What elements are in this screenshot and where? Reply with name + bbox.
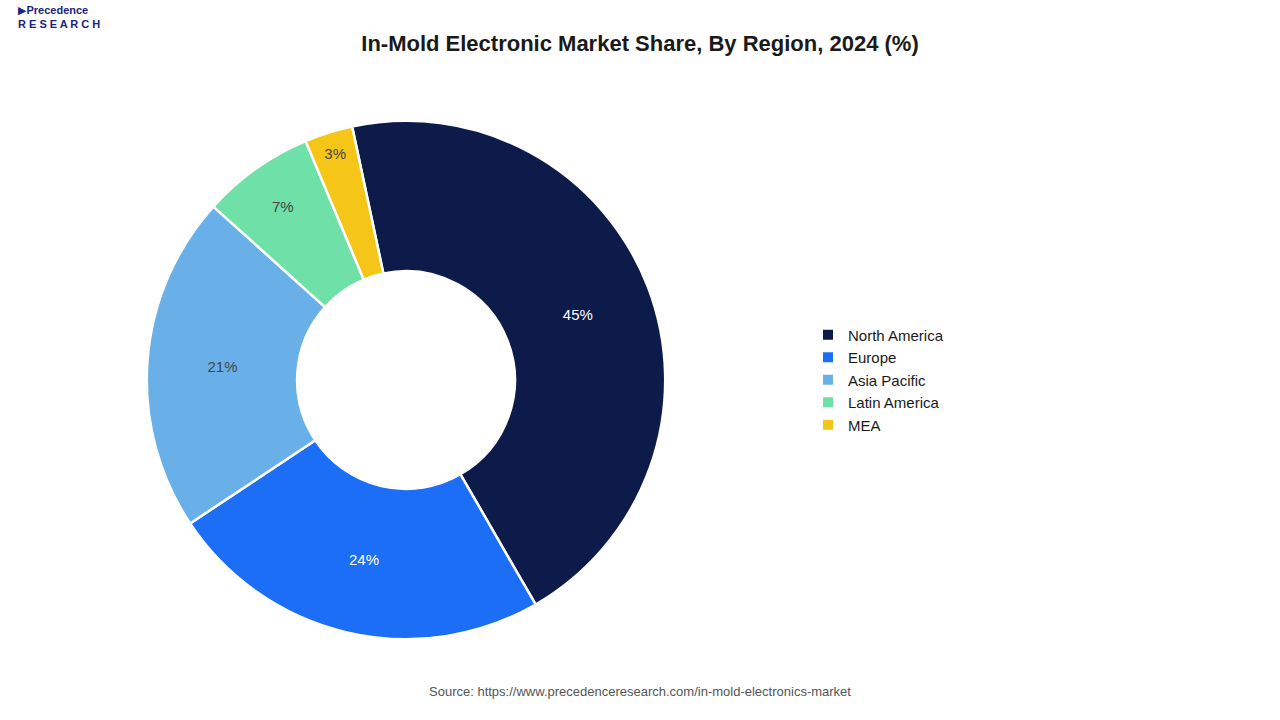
svg-text:21%: 21%: [207, 358, 237, 375]
svg-text:Asia Pacific: Asia Pacific: [848, 372, 926, 389]
svg-text:▶PrecedenceR E S E A R C H: ▶PrecedenceR E S E A R C H: [18, 4, 100, 30]
svg-text:7%: 7%: [272, 198, 294, 215]
svg-text:Source: https://www.precedence: Source: https://www.precedenceresearch.c…: [429, 684, 851, 699]
svg-text:MEA: MEA: [848, 417, 881, 434]
svg-text:45%: 45%: [563, 306, 593, 323]
svg-text:24%: 24%: [349, 551, 379, 568]
svg-text:3%: 3%: [324, 145, 346, 162]
svg-text:North America: North America: [848, 327, 944, 344]
svg-text:Latin America: Latin America: [848, 394, 940, 411]
svg-text:Europe: Europe: [848, 349, 896, 366]
svg-text:In-Mold Electronic Market Shar: In-Mold Electronic Market Share, By Regi…: [361, 31, 918, 56]
